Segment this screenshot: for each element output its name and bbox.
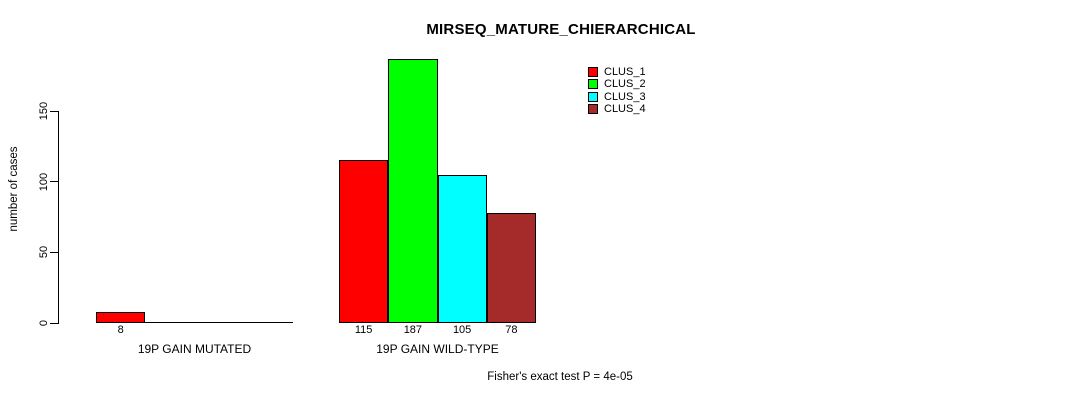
y-tick-label: 100 bbox=[38, 172, 50, 191]
bar-value-label: 8 bbox=[117, 324, 124, 336]
legend-swatch-clus-4 bbox=[588, 104, 598, 115]
legend-label-clus-1: CLUS_1 bbox=[604, 66, 646, 79]
legend-swatch-clus-3 bbox=[588, 91, 598, 102]
bar-clus_1-group2 bbox=[339, 160, 389, 323]
legend-item-clus-2: CLUS_2 bbox=[588, 78, 646, 90]
y-tick bbox=[50, 181, 58, 183]
bar-clus_2-group2 bbox=[388, 58, 438, 323]
x-group-label: 19P GAIN WILD-TYPE bbox=[376, 342, 499, 356]
legend: CLUS_1 CLUS_2 CLUS_3 CLUS_4 bbox=[588, 66, 646, 115]
bar-value-label: 78 bbox=[505, 324, 518, 336]
bar-clus_3-group2 bbox=[437, 174, 487, 323]
legend-swatch-clus-1 bbox=[588, 67, 598, 78]
y-tick-label: 150 bbox=[38, 101, 50, 121]
x-group-label: 19P GAIN MUTATED bbox=[137, 342, 252, 356]
legend-item-clus-4: CLUS_4 bbox=[588, 103, 646, 115]
zero-bar-line bbox=[145, 322, 195, 323]
y-tick-label: 50 bbox=[38, 246, 50, 259]
zero-bar-line bbox=[194, 322, 244, 323]
y-tick bbox=[50, 251, 58, 253]
legend-item-clus-3: CLUS_3 bbox=[588, 91, 646, 103]
legend-label-clus-3: CLUS_3 bbox=[604, 90, 646, 103]
chart-title: MIRSEQ_MATURE_CHIERARCHICAL bbox=[426, 21, 696, 38]
legend-label-clus-2: CLUS_2 bbox=[604, 78, 646, 91]
bar-value-label: 105 bbox=[452, 324, 472, 336]
y-axis-line bbox=[58, 111, 59, 324]
bar-clus_1-group1 bbox=[96, 311, 146, 323]
bar-clus_4-group2 bbox=[486, 212, 536, 323]
legend-swatch-clus-2 bbox=[588, 79, 598, 90]
y-tick bbox=[50, 110, 58, 112]
bar-value-label: 187 bbox=[403, 324, 423, 336]
zero-bar-line bbox=[243, 322, 293, 323]
legend-item-clus-1: CLUS_1 bbox=[588, 66, 646, 78]
y-tick bbox=[50, 322, 58, 324]
y-tick-label: 0 bbox=[38, 319, 50, 327]
annotation-text: Fisher's exact test P = 4e-05 bbox=[487, 371, 633, 383]
bar-value-label: 115 bbox=[354, 324, 373, 336]
legend-label-clus-4: CLUS_4 bbox=[604, 103, 646, 116]
